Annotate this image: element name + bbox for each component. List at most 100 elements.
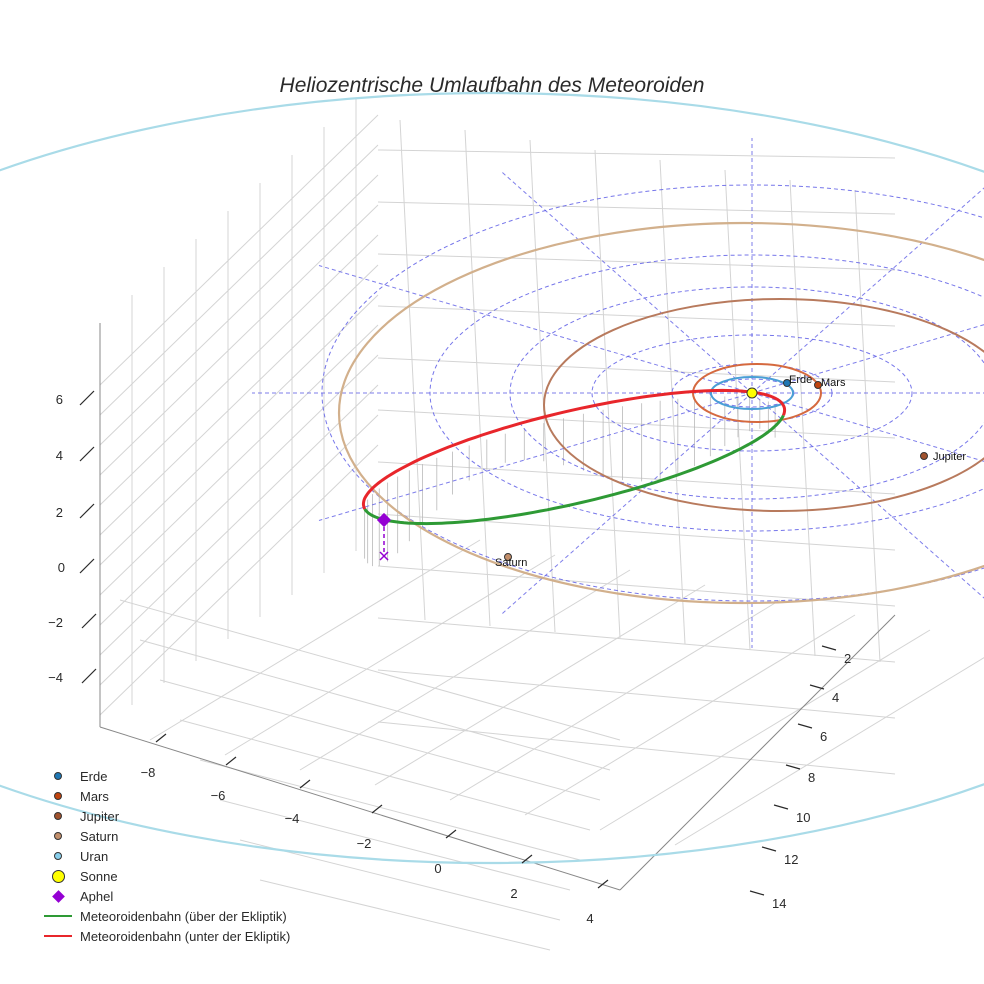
grid-line: [377, 513, 896, 551]
grid-line: [789, 179, 816, 657]
y-tick-mark: [821, 645, 837, 651]
grid-lines: [99, 99, 984, 951]
legend-item[interactable]: Aphel: [40, 886, 290, 906]
grid-line: [377, 669, 896, 719]
erde-label: Erde: [789, 374, 812, 386]
y-tick-mark: [809, 684, 825, 690]
mars-label: Mars: [821, 377, 846, 389]
grid-line: [299, 569, 631, 771]
grid-line: [99, 234, 379, 506]
legend-item[interactable]: Mars: [40, 786, 290, 806]
legend-swatch: [54, 792, 62, 800]
grid-line: [377, 149, 896, 159]
legend-symbol: [40, 786, 76, 806]
legend-label: Aphel: [80, 888, 114, 904]
ecliptic-spoke: [501, 171, 753, 394]
legend-item[interactable]: Meteoroidenbahn (über der Ekliptik): [40, 906, 290, 926]
legend-item[interactable]: Uran: [40, 846, 290, 866]
grid-line: [374, 584, 706, 786]
legend-symbol: [40, 846, 76, 866]
x-tick-label: 2: [510, 886, 517, 901]
aphel-marker: [376, 512, 392, 528]
grid-line: [149, 539, 481, 741]
grid-line: [99, 264, 379, 536]
jupiter-marker: [920, 452, 928, 460]
legend-label: Jupiter: [80, 808, 120, 824]
x-tick-mark: [371, 804, 383, 814]
legend-symbol: [40, 906, 76, 926]
ecliptic-spoke: [318, 265, 753, 394]
grid-line: [377, 461, 896, 495]
x-tick-label: −6: [211, 788, 226, 803]
grid-line: [449, 599, 781, 801]
legend-symbol: [40, 766, 76, 786]
x-tick-mark: [225, 756, 237, 766]
jupiter-orbit: [543, 298, 984, 512]
jupiter-label: Jupiter: [933, 451, 966, 463]
sun-marker: [746, 387, 758, 399]
meteoroid-path: [361, 388, 787, 526]
legend-symbol: [40, 826, 76, 846]
legend-swatch: [54, 772, 62, 780]
legend-item[interactable]: Erde: [40, 766, 290, 786]
grid-line: [219, 799, 571, 891]
grid-line: [99, 144, 379, 416]
grid-line: [594, 149, 621, 639]
z-tick-label: 2: [56, 505, 63, 520]
erde-orbit: [710, 376, 794, 410]
chart-title: Heliozentrische Umlaufbahn des Meteoroid…: [279, 74, 705, 97]
grid-line: [119, 599, 621, 741]
ecliptic-spoke: [501, 392, 753, 615]
y-tick-label: 12: [784, 852, 798, 867]
grid-line: [259, 879, 551, 951]
uran-orbit: [0, 92, 984, 864]
saturn-orbit: [338, 221, 984, 605]
grid-line: [377, 617, 896, 663]
tick-labels: 6 4 2 0 −2 −4 −8 −6 −4 −2 0 2 4 2 4 6 8 10 12 14: [48, 390, 851, 926]
meteoroid-path-above: [363, 414, 785, 526]
ecliptic-spoke: [318, 392, 753, 521]
y-tick-mark: [773, 804, 789, 810]
legend-swatch: [54, 852, 62, 860]
grid-line: [659, 159, 686, 645]
z-tick-label: 4: [56, 448, 63, 463]
grid-line: [99, 414, 379, 686]
y-tick-label: 14: [772, 896, 786, 911]
x-tick-mark: [155, 733, 167, 743]
y-tick-mark: [785, 764, 801, 770]
x-tick-label: 4: [586, 911, 593, 926]
y-tick-label: 4: [832, 690, 839, 705]
legend-item[interactable]: Jupiter: [40, 806, 290, 826]
x-tick-label: −4: [285, 811, 300, 826]
aphel-projection-marker: [379, 551, 389, 561]
z-tick-mark: [79, 446, 95, 462]
y-tick-mark: [761, 846, 777, 852]
mars-marker: [814, 381, 822, 389]
legend-label: Mars: [80, 788, 109, 804]
grid-line: [377, 305, 896, 327]
x-tick-label: −8: [141, 765, 156, 780]
grid-line: [599, 629, 931, 831]
projection-drops: [364, 396, 776, 567]
ecliptic-spoke: [751, 187, 984, 394]
grid-line: [159, 679, 601, 801]
grid-line: [99, 294, 379, 566]
legend-item[interactable]: Sonne: [40, 866, 290, 886]
grid-line: [377, 565, 896, 607]
y-tick-label: 2: [844, 651, 851, 666]
legend-label: Meteoroidenbahn (über der Ekliptik): [80, 908, 287, 924]
legend-swatch: [44, 935, 72, 937]
legend-item[interactable]: Saturn: [40, 826, 290, 846]
legend-label: Saturn: [80, 828, 119, 844]
legend-symbol: [40, 806, 76, 826]
legend: Erde Mars Jupiter Saturn Uran Sonne Aphel Meteo…: [40, 766, 290, 946]
legend-item[interactable]: Meteoroidenbahn (unter der Ekliptik): [40, 926, 290, 946]
grid-line: [99, 444, 379, 716]
legend-swatch: [51, 869, 65, 883]
grid-line: [99, 384, 379, 656]
grid-line: [377, 201, 896, 215]
saturn-label: Saturn: [495, 557, 527, 569]
grid-line: [99, 174, 379, 446]
z-tick-mark: [81, 613, 97, 629]
z-tick-mark: [81, 668, 97, 684]
